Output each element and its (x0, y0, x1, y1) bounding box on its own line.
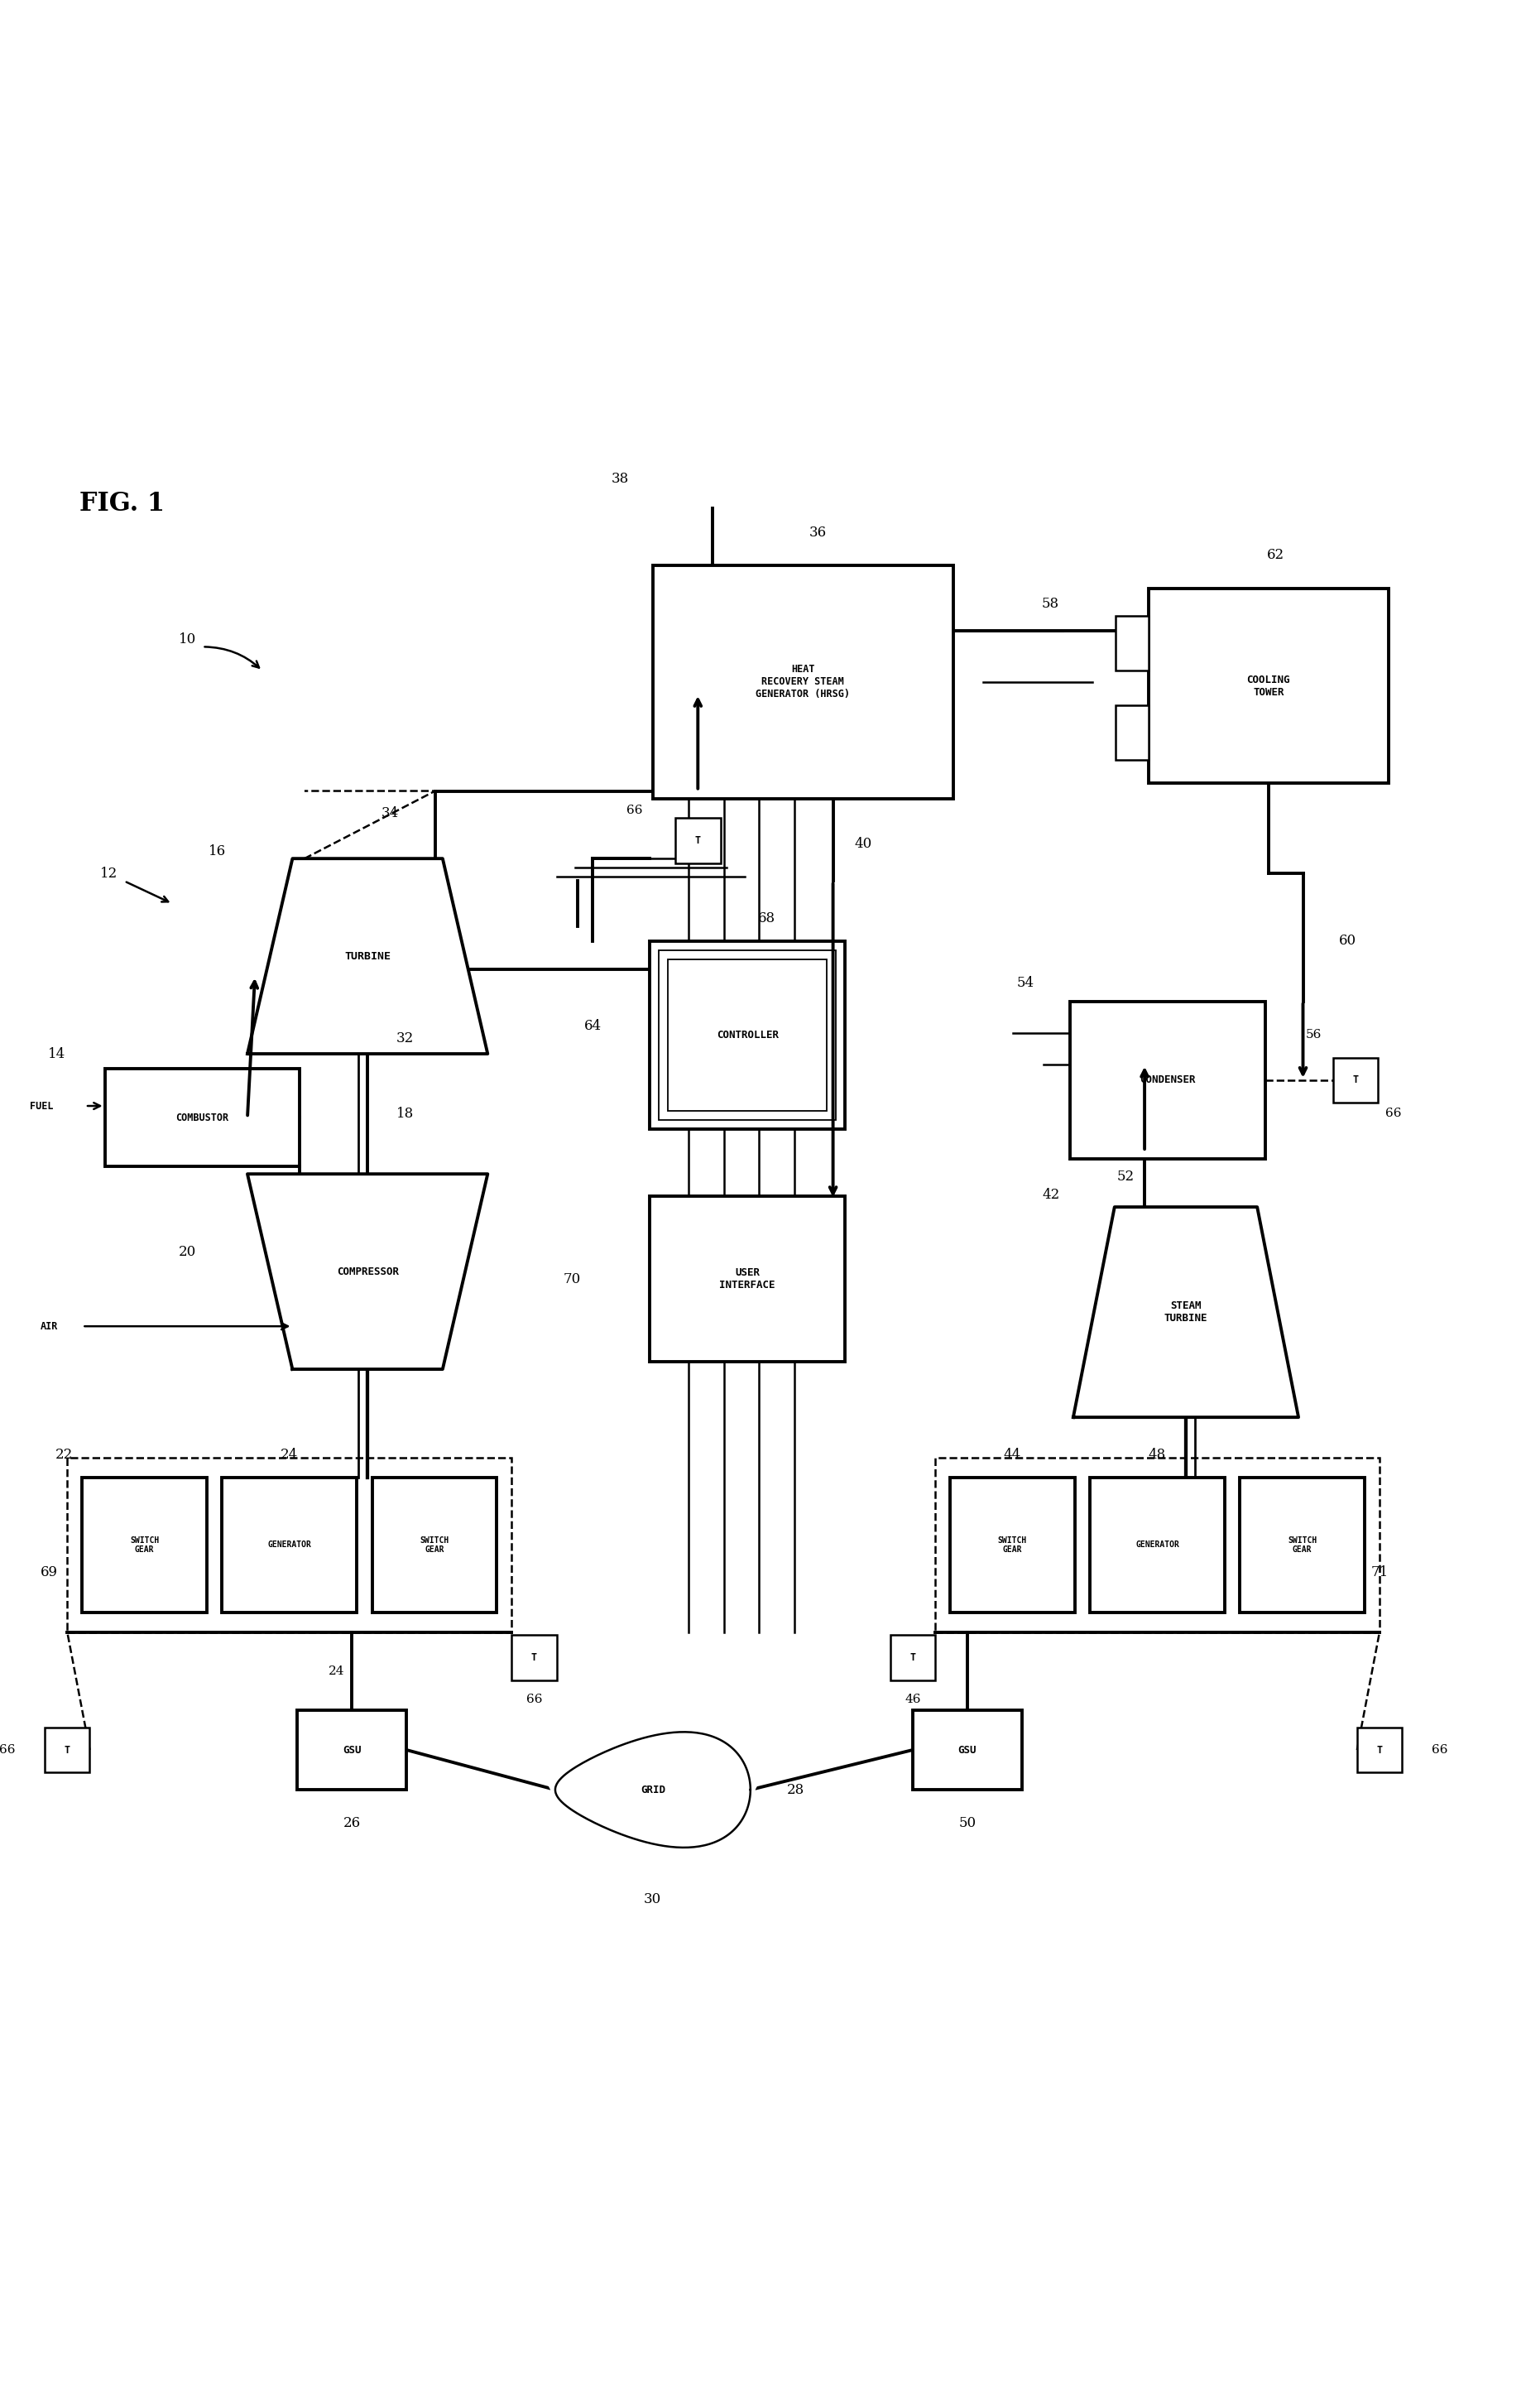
Text: 68: 68 (758, 913, 775, 925)
Polygon shape (247, 860, 488, 1055)
Ellipse shape (575, 1772, 682, 1852)
Text: COMBUSTOR: COMBUSTOR (175, 1112, 229, 1122)
Text: T: T (1352, 1074, 1358, 1086)
Text: 36: 36 (809, 525, 827, 539)
FancyBboxPatch shape (298, 1710, 406, 1789)
Text: 42: 42 (1042, 1187, 1059, 1202)
FancyBboxPatch shape (1070, 1002, 1265, 1158)
Text: 26: 26 (343, 1816, 360, 1830)
Text: AIR: AIR (40, 1322, 58, 1332)
FancyBboxPatch shape (44, 1727, 90, 1772)
FancyBboxPatch shape (1149, 588, 1389, 783)
FancyBboxPatch shape (82, 1479, 208, 1613)
Text: SWITCH
GEAR: SWITCH GEAR (130, 1536, 159, 1553)
Text: 58: 58 (1042, 597, 1059, 612)
Text: 44: 44 (1004, 1447, 1021, 1462)
Text: 62: 62 (1267, 549, 1285, 561)
FancyBboxPatch shape (650, 942, 845, 1129)
Ellipse shape (551, 1714, 755, 1866)
FancyBboxPatch shape (221, 1479, 357, 1613)
Text: COMPRESSOR: COMPRESSOR (337, 1267, 398, 1276)
Text: CONTROLLER: CONTROLLER (716, 1031, 778, 1040)
FancyBboxPatch shape (1357, 1727, 1402, 1772)
Text: 69: 69 (41, 1565, 58, 1580)
Text: 30: 30 (644, 1893, 662, 1907)
Text: T: T (64, 1743, 70, 1755)
Text: GENERATOR: GENERATOR (1135, 1541, 1180, 1548)
FancyBboxPatch shape (1116, 706, 1149, 761)
Text: COOLING
TOWER: COOLING TOWER (1247, 674, 1289, 698)
Text: 24: 24 (281, 1447, 298, 1462)
Text: 38: 38 (610, 472, 629, 486)
Text: STEAM
TURBINE: STEAM TURBINE (1164, 1300, 1207, 1324)
FancyBboxPatch shape (1334, 1057, 1378, 1103)
Text: GENERATOR: GENERATOR (267, 1541, 311, 1548)
FancyBboxPatch shape (372, 1479, 496, 1613)
Text: 20: 20 (179, 1245, 197, 1259)
Text: 60: 60 (1340, 934, 1357, 949)
FancyBboxPatch shape (1241, 1479, 1364, 1613)
FancyBboxPatch shape (890, 1635, 935, 1681)
FancyBboxPatch shape (676, 819, 720, 862)
Text: 66: 66 (1431, 1743, 1448, 1755)
Text: TURBINE: TURBINE (345, 951, 391, 961)
Text: 46: 46 (905, 1693, 920, 1705)
Text: FIG. 1: FIG. 1 (79, 491, 165, 515)
Text: 71: 71 (1370, 1565, 1389, 1580)
Text: 24: 24 (328, 1666, 345, 1676)
Text: SWITCH
GEAR: SWITCH GEAR (1288, 1536, 1317, 1553)
Ellipse shape (624, 1772, 731, 1852)
Text: FUEL: FUEL (29, 1100, 53, 1112)
FancyBboxPatch shape (105, 1069, 301, 1165)
Text: 28: 28 (787, 1782, 804, 1796)
Polygon shape (1073, 1206, 1299, 1418)
Text: 54: 54 (1016, 975, 1035, 990)
Text: 34: 34 (382, 807, 398, 821)
Text: SWITCH
GEAR: SWITCH GEAR (420, 1536, 449, 1553)
Text: CONDENSER: CONDENSER (1140, 1074, 1196, 1086)
Polygon shape (247, 1175, 488, 1370)
Text: HEAT
RECOVERY STEAM
GENERATOR (HRSG): HEAT RECOVERY STEAM GENERATOR (HRSG) (755, 665, 850, 701)
Text: GSU: GSU (342, 1743, 362, 1755)
Text: T: T (1376, 1743, 1383, 1755)
Text: 66: 66 (0, 1743, 15, 1755)
FancyBboxPatch shape (913, 1710, 1022, 1789)
Text: 12: 12 (101, 867, 118, 881)
Text: 66: 66 (526, 1693, 542, 1705)
Text: GRID: GRID (641, 1784, 665, 1794)
Text: 22: 22 (55, 1447, 73, 1462)
Text: 64: 64 (584, 1019, 601, 1033)
Text: T: T (909, 1652, 916, 1664)
Ellipse shape (545, 1729, 653, 1816)
Text: T: T (694, 836, 700, 845)
Ellipse shape (653, 1729, 760, 1816)
Text: 10: 10 (179, 633, 197, 645)
Text: GSU: GSU (958, 1743, 977, 1755)
Text: SWITCH
GEAR: SWITCH GEAR (998, 1536, 1027, 1553)
Text: 16: 16 (209, 845, 226, 857)
Text: 66: 66 (627, 804, 642, 816)
FancyBboxPatch shape (1116, 616, 1149, 669)
Text: 18: 18 (397, 1108, 414, 1120)
Text: 32: 32 (397, 1031, 414, 1045)
Text: 56: 56 (1305, 1028, 1322, 1040)
Text: 52: 52 (1117, 1170, 1134, 1185)
Text: 70: 70 (563, 1271, 580, 1286)
Text: 14: 14 (47, 1047, 66, 1062)
FancyBboxPatch shape (951, 1479, 1074, 1613)
Text: 40: 40 (855, 836, 871, 850)
FancyBboxPatch shape (653, 566, 954, 799)
Text: T: T (531, 1652, 537, 1664)
FancyBboxPatch shape (1090, 1479, 1225, 1613)
FancyBboxPatch shape (650, 1197, 845, 1361)
Text: USER
INTERFACE: USER INTERFACE (719, 1267, 775, 1291)
Text: 48: 48 (1149, 1447, 1166, 1462)
Text: 66: 66 (1386, 1108, 1401, 1120)
FancyBboxPatch shape (511, 1635, 557, 1681)
Text: 50: 50 (958, 1816, 977, 1830)
